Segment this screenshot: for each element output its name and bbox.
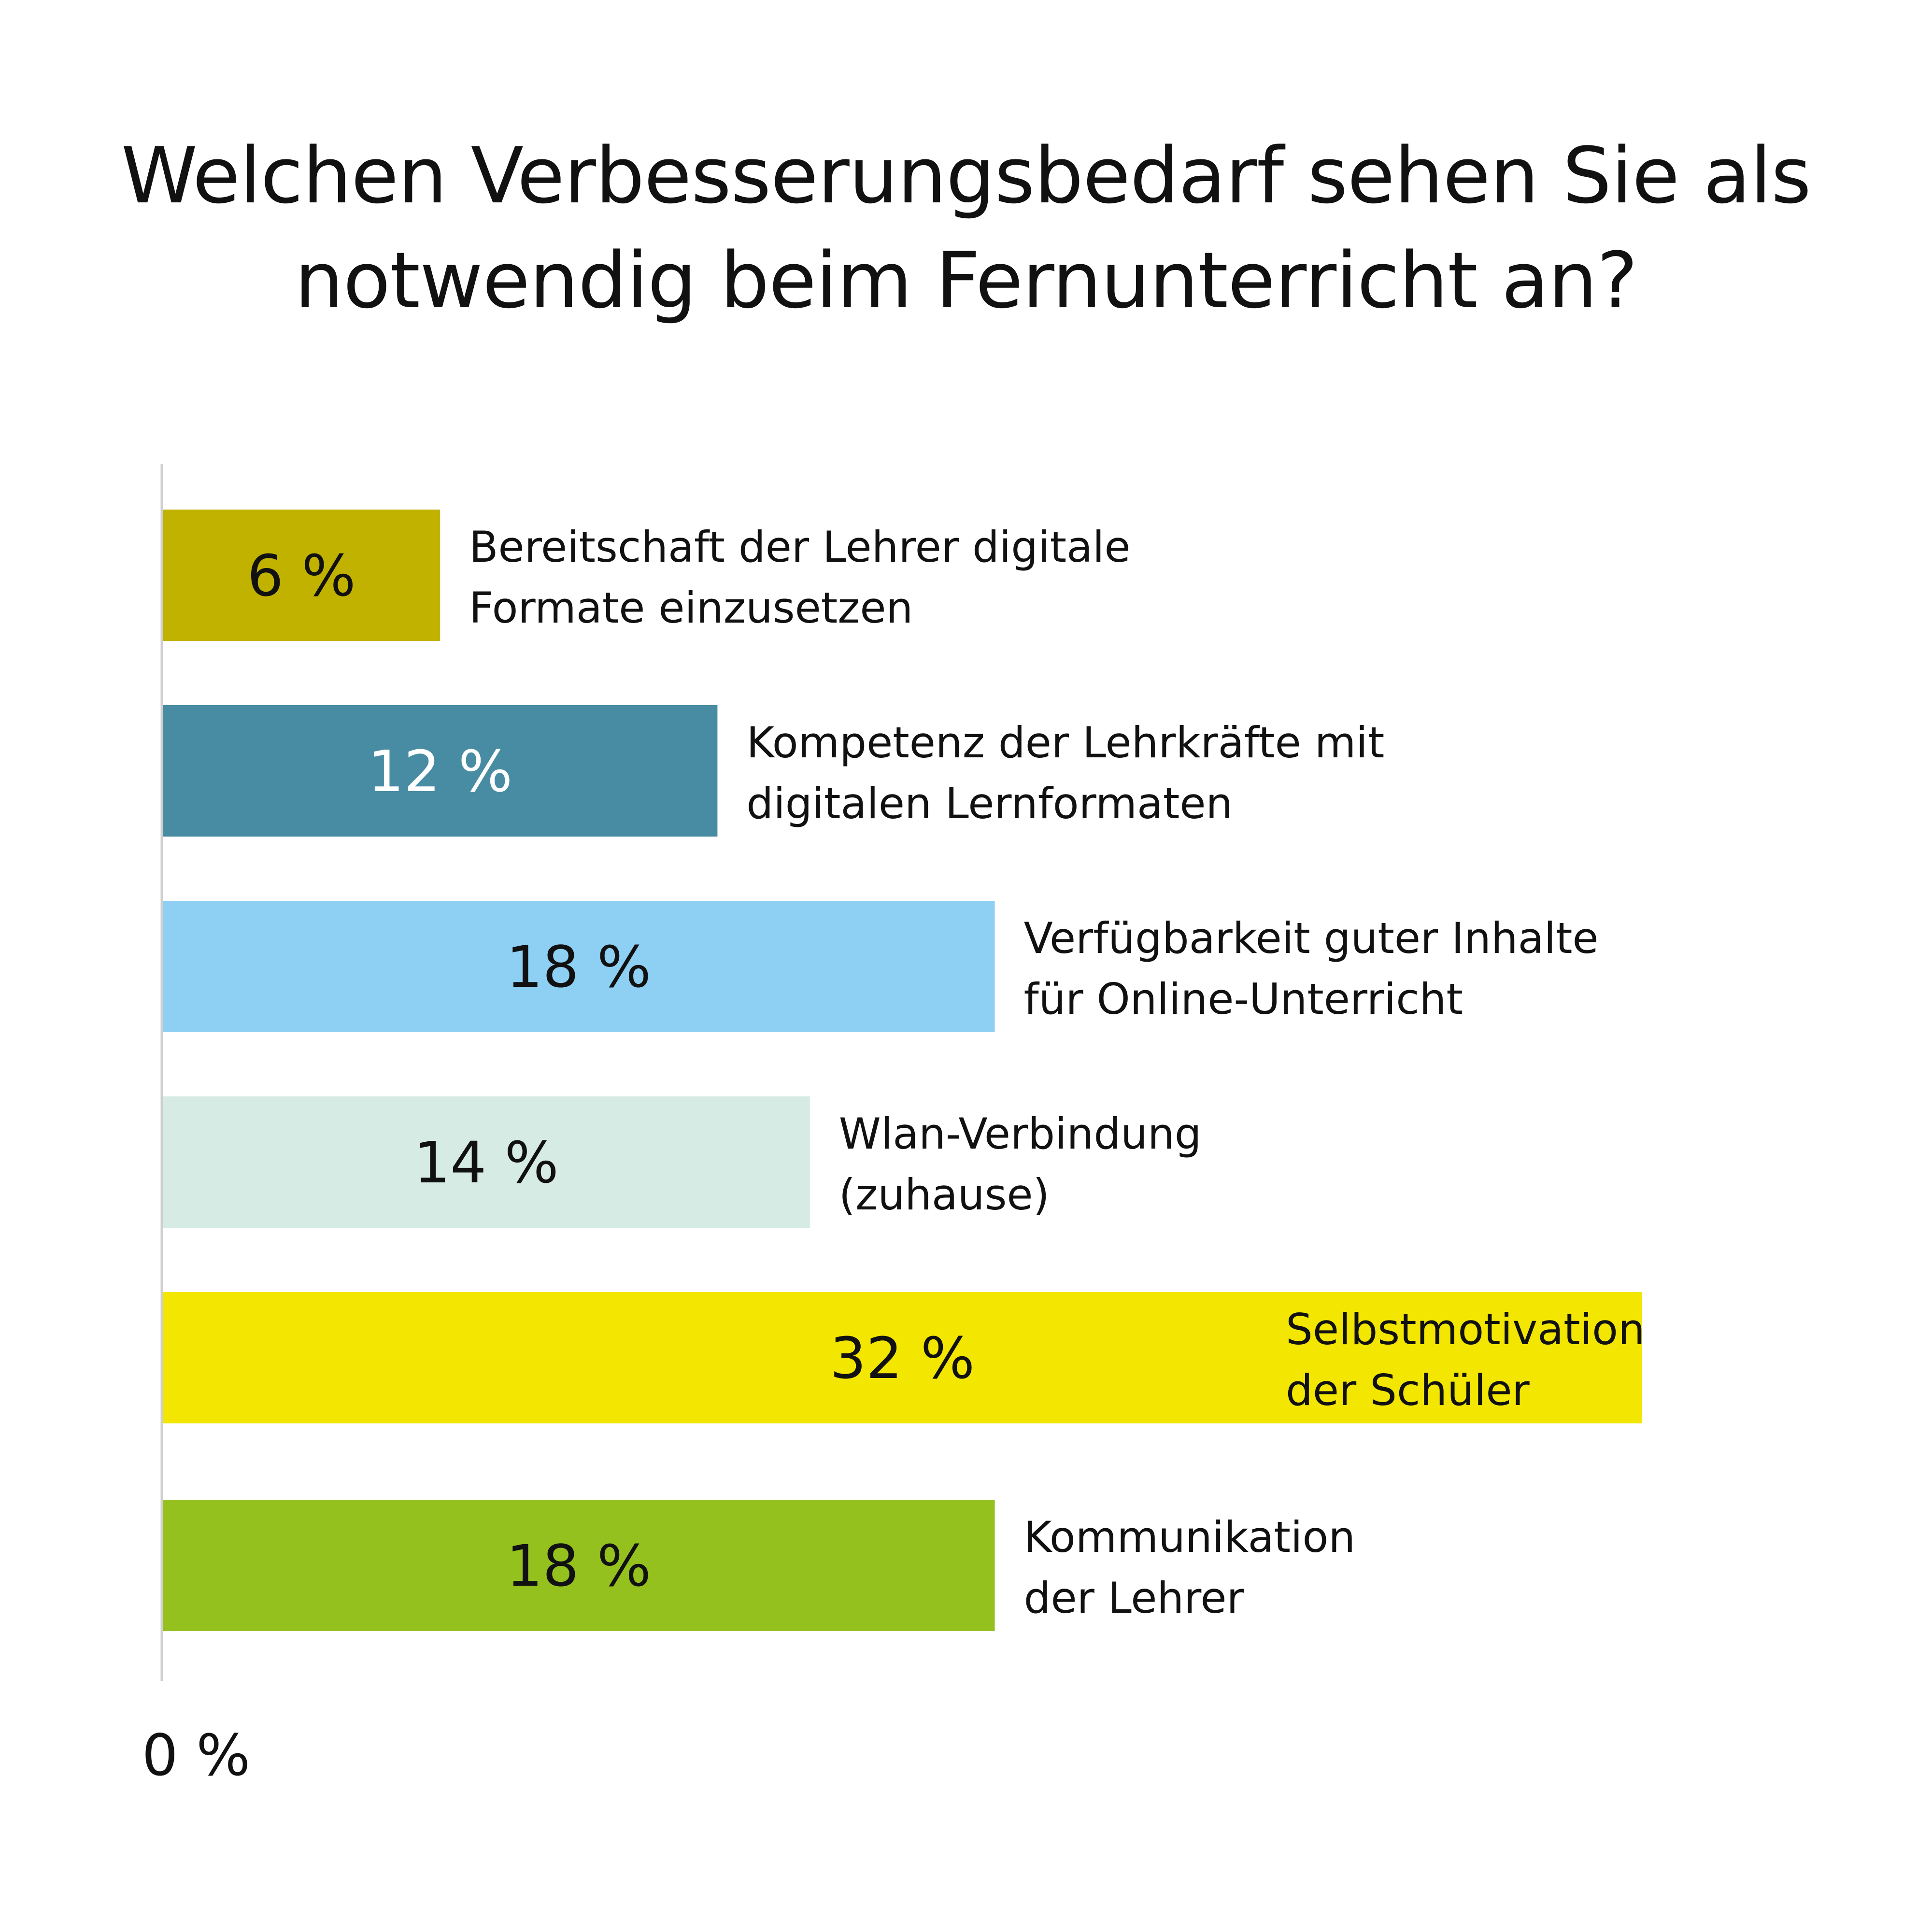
bar-value-label-4: 14 % [414, 1129, 559, 1196]
category-label-6-line-1: Kommunikation [1024, 1512, 1356, 1562]
category-label-4: Wlan-Verbindung (zuhause) [839, 1109, 1202, 1220]
category-label-3-line-2: für Online-Unterricht [1024, 974, 1463, 1024]
bar-2 [163, 705, 718, 837]
chart-title-line-2: notwendig beim Fernunterricht an? [295, 235, 1638, 326]
category-label-1-line-1: Bereitschaft der Lehrer digitale [469, 522, 1130, 572]
labels-layer: 6 % Bereitschaft der Lehrer digitale Forma… [247, 522, 1645, 1623]
category-label-1-line-2: Formate einzusetzen [469, 583, 913, 633]
category-label-6-line-2: der Lehrer [1024, 1573, 1245, 1623]
category-label-2-line-2: digitalen Lernformaten [746, 779, 1233, 828]
bar-5 [163, 1292, 1642, 1423]
category-label-4-line-2: (zuhause) [839, 1170, 1050, 1220]
category-label-5-line-1: Selbstmotivation [1286, 1305, 1645, 1354]
category-label-4-line-1: Wlan-Verbindung [839, 1109, 1202, 1159]
category-label-2: Kompetenz der Lehrkräfte mit digitalen Le… [746, 718, 1384, 828]
category-label-6: Kommunikation der Lehrer [1024, 1512, 1356, 1623]
bar-4 [163, 1096, 810, 1228]
bar-value-label-2: 12 % [368, 738, 512, 805]
bars-layer [163, 510, 1642, 1631]
category-label-1: Bereitschaft der Lehrer digitale Formate … [469, 522, 1130, 633]
bar-value-label-3: 18 % [506, 934, 651, 1000]
x-axis-tick-label: 0 % [142, 1722, 251, 1789]
category-label-5: Selbstmotivation der Schüler [1286, 1305, 1645, 1415]
category-label-3-line-1: Verfügbarkeit guter Inhalte [1024, 913, 1599, 963]
bar-1 [163, 510, 440, 641]
bar-6 [163, 1500, 995, 1631]
bar-value-label-1: 6 % [247, 542, 356, 609]
category-label-2-line-1: Kompetenz der Lehrkräfte mit [746, 718, 1384, 767]
bar-value-label-5: 32 % [830, 1325, 975, 1392]
chart-title-line-1: Welchen Verbesserungsbedarf sehen Sie al… [121, 130, 1811, 221]
category-label-3: Verfügbarkeit guter Inhalte für Online-Un… [1024, 913, 1599, 1024]
bar-3 [163, 901, 995, 1032]
chart-title: Welchen Verbesserungsbedarf sehen Sie al… [0, 123, 1932, 333]
bar-value-label-6: 18 % [506, 1533, 651, 1599]
category-label-5-line-2: der Schüler [1286, 1365, 1530, 1415]
